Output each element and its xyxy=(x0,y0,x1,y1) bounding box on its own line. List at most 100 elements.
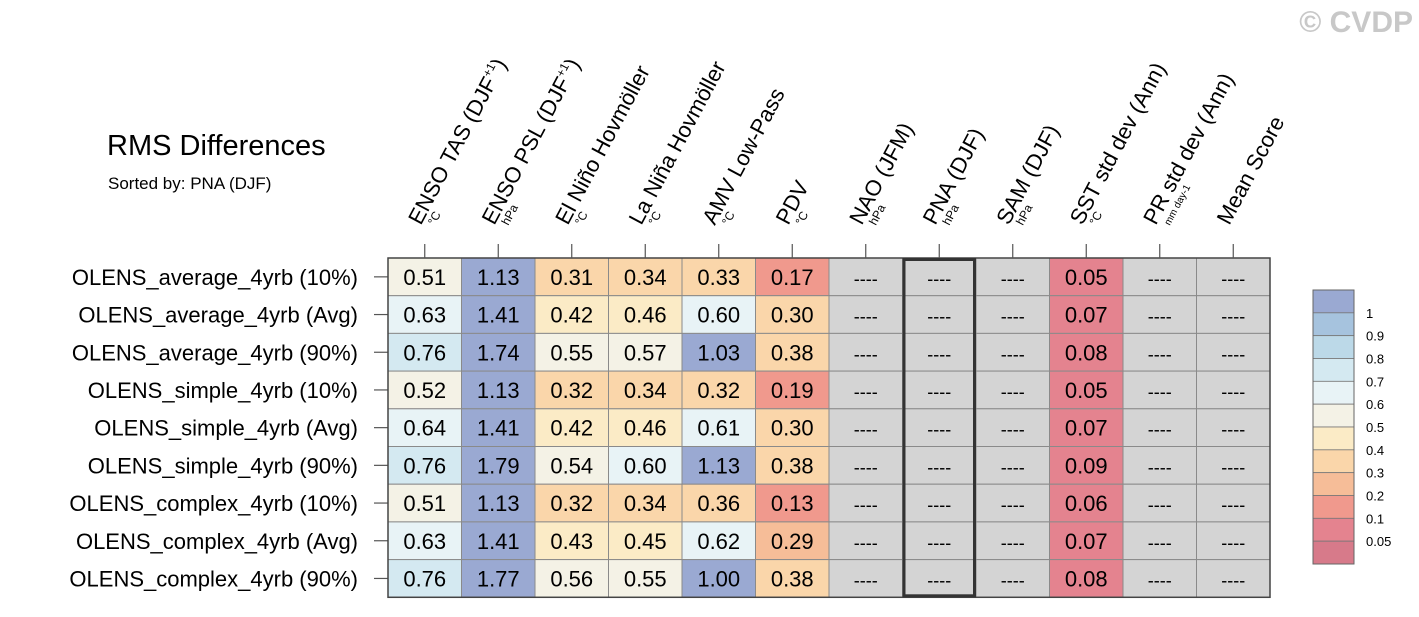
colorbar-segment xyxy=(1312,472,1355,496)
cell-value: 1.13 xyxy=(697,453,740,478)
row-label: OLENS_complex_4yrb (10%) xyxy=(69,491,358,516)
cell-value: ---- xyxy=(1001,533,1025,553)
cell-value: ---- xyxy=(1221,495,1245,515)
heatmap-cell xyxy=(1049,559,1124,598)
cell-value: 0.05 xyxy=(1065,265,1108,290)
heatmap-cell xyxy=(387,408,462,447)
cell-value: 0.34 xyxy=(624,378,667,403)
colorbar-segment xyxy=(1312,426,1355,451)
column-unit: °C xyxy=(793,209,812,228)
cell-value: 0.34 xyxy=(624,265,667,290)
colorbar-frame xyxy=(1312,289,1355,565)
cell-value: 0.45 xyxy=(624,529,667,554)
colorbar-segment xyxy=(1312,358,1355,382)
heatmap-cell xyxy=(1049,483,1124,523)
cell-value: 1.00 xyxy=(697,566,740,591)
cell-value: 0.19 xyxy=(771,378,814,403)
heatmap-cell xyxy=(828,521,903,561)
column-unit: °C xyxy=(425,209,444,228)
colorbar-segment xyxy=(1312,449,1355,474)
row-label: OLENS_complex_4yrb (Avg) xyxy=(76,529,358,554)
heatmap-cell xyxy=(755,408,830,447)
cell-value: 0.07 xyxy=(1065,529,1108,554)
cell-value: 0.61 xyxy=(697,416,740,441)
cell-value: 1.41 xyxy=(477,529,520,554)
cell-value: 0.07 xyxy=(1065,416,1108,441)
cell-value: 0.76 xyxy=(403,453,446,478)
cell-value: 0.46 xyxy=(624,303,667,328)
column-unit: °C xyxy=(719,209,738,228)
cell-value: 0.64 xyxy=(403,416,446,441)
heatmap-cell xyxy=(681,446,756,485)
cell-value: ---- xyxy=(927,420,951,440)
sorted-column-highlight xyxy=(902,258,976,598)
colorbar-label: 0.05 xyxy=(1366,534,1391,549)
colorbar-label: 0.6 xyxy=(1366,397,1384,412)
cell-value: ---- xyxy=(1221,533,1245,553)
heatmap-cell xyxy=(1049,408,1124,447)
cell-value: 1.13 xyxy=(477,378,520,403)
cell-value: ---- xyxy=(854,533,878,553)
cell-value: 0.42 xyxy=(550,416,593,441)
colorbar-label: 0.5 xyxy=(1366,420,1384,435)
heatmap-cell xyxy=(681,295,756,334)
heatmap-cell xyxy=(608,408,683,447)
cell-value: ---- xyxy=(1221,307,1245,327)
cell-value: 0.56 xyxy=(550,566,593,591)
cell-value: ---- xyxy=(1148,457,1172,477)
row-label: OLENS_average_4yrb (10%) xyxy=(72,265,358,290)
cell-value: 0.29 xyxy=(771,529,814,554)
cell-value: ---- xyxy=(1221,570,1245,590)
cell-value: 0.51 xyxy=(403,265,446,290)
row-label: OLENS_average_4yrb (Avg) xyxy=(78,303,358,328)
cell-value: 1.74 xyxy=(477,340,520,365)
heatmap-cell xyxy=(1049,370,1124,410)
heatmap-cell xyxy=(755,446,830,485)
heatmap-cell xyxy=(755,483,830,523)
cell-value: ---- xyxy=(854,344,878,364)
cell-value: 0.52 xyxy=(403,378,446,403)
column-unit: °C xyxy=(572,209,591,228)
row-label: OLENS_simple_4yrb (Avg) xyxy=(94,416,358,441)
heatmap-cell xyxy=(387,559,462,598)
cell-value: ---- xyxy=(927,495,951,515)
heatmap-cell xyxy=(534,370,609,410)
heatmap-cell xyxy=(1196,257,1271,297)
cell-value: 0.08 xyxy=(1065,566,1108,591)
heatmap-cell xyxy=(534,295,609,334)
colorbar-segment xyxy=(1312,517,1355,542)
cell-value: ---- xyxy=(927,269,951,289)
heatmap-cell xyxy=(681,408,756,447)
heatmap-cell xyxy=(975,408,1050,447)
cell-value: ---- xyxy=(1221,344,1245,364)
colorbar-label: 1 xyxy=(1366,306,1373,321)
cell-value: 0.60 xyxy=(697,303,740,328)
cell-value: 0.31 xyxy=(550,265,593,290)
cell-value: 0.76 xyxy=(403,340,446,365)
heatmap-cell xyxy=(681,332,756,372)
heatmap-cell xyxy=(975,483,1050,523)
heatmap-cell xyxy=(461,483,536,523)
colorbar-label: 0.2 xyxy=(1366,489,1384,504)
heatmap-cell xyxy=(1196,483,1271,523)
cell-value: 1.13 xyxy=(477,265,520,290)
cell-value: 0.51 xyxy=(403,491,446,516)
heatmap-cell xyxy=(1196,332,1271,372)
cell-value: ---- xyxy=(854,570,878,590)
cell-value: 0.63 xyxy=(403,303,446,328)
cell-value: ---- xyxy=(1001,420,1025,440)
cell-value: 0.09 xyxy=(1065,453,1108,478)
cell-value: 0.63 xyxy=(403,529,446,554)
cell-value: ---- xyxy=(1001,570,1025,590)
cell-value: 0.54 xyxy=(550,453,593,478)
heatmap-cell xyxy=(387,332,462,372)
heatmap-cell xyxy=(975,559,1050,598)
colorbar-label: 0.7 xyxy=(1366,374,1384,389)
cell-value: 1.03 xyxy=(697,340,740,365)
cell-value: 0.13 xyxy=(771,491,814,516)
cell-value: ---- xyxy=(854,307,878,327)
heatmap-cell xyxy=(902,483,977,523)
chart-title: RMS Differences xyxy=(107,130,326,162)
cell-value: 0.08 xyxy=(1065,340,1108,365)
cell-value: ---- xyxy=(927,344,951,364)
